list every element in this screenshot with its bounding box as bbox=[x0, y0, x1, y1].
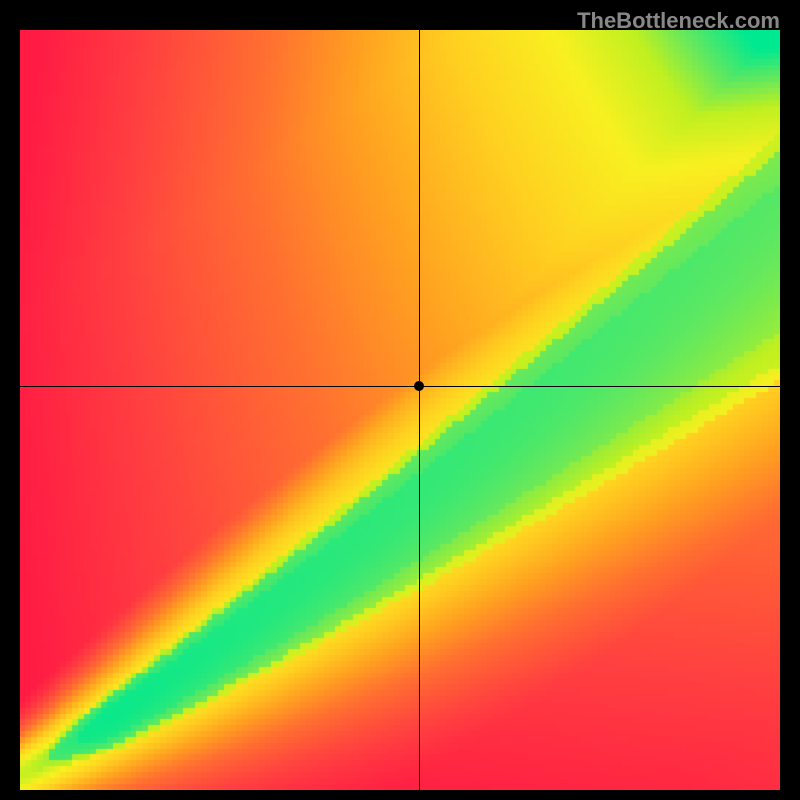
crosshair-marker bbox=[414, 381, 424, 391]
heatmap-canvas bbox=[20, 30, 780, 790]
crosshair-horizontal bbox=[20, 386, 780, 387]
watermark-text: TheBottleneck.com bbox=[577, 8, 780, 34]
bottleneck-heatmap bbox=[20, 30, 780, 790]
crosshair-vertical bbox=[419, 30, 420, 790]
